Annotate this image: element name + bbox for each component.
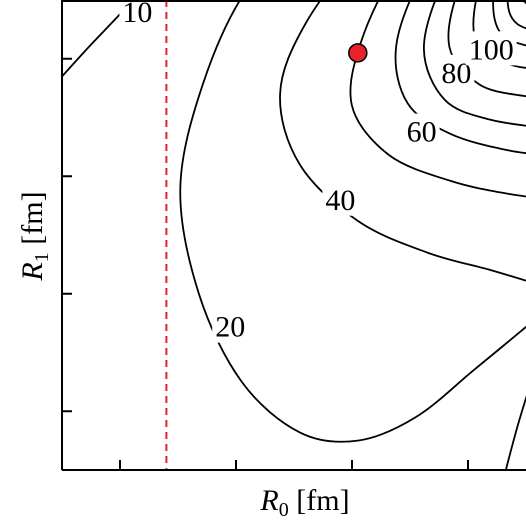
axis-ticks [62,57,469,470]
axes [61,0,526,471]
y-axis-label: R1 [fm] [16,191,53,281]
contour-line-30 [279,0,526,282]
contour-label-20: 20 [215,311,245,344]
x-axis-label: R0 [fm] [259,484,349,521]
contour-line-110 [521,0,526,5]
contour-line-50 [394,0,526,155]
optimum-marker [348,43,368,63]
contour-label-background [322,181,359,216]
contour-line-60 [422,0,526,127]
contour-label-background [212,308,249,343]
contour-line-10 [504,395,526,470]
contour-line-40 [349,0,526,198]
contour-line-10 [62,0,135,78]
contour-label-100: 100 [469,33,514,66]
contour-line-20 [179,0,526,443]
contour-label-background [465,31,517,66]
contour-line-100 [506,0,526,30]
contour-label-60: 60 [407,116,437,149]
contour-label-10: 10 [122,0,152,29]
contour-label-background [403,113,440,148]
contour-label-40: 40 [325,184,355,217]
contour-label-background [119,0,156,28]
